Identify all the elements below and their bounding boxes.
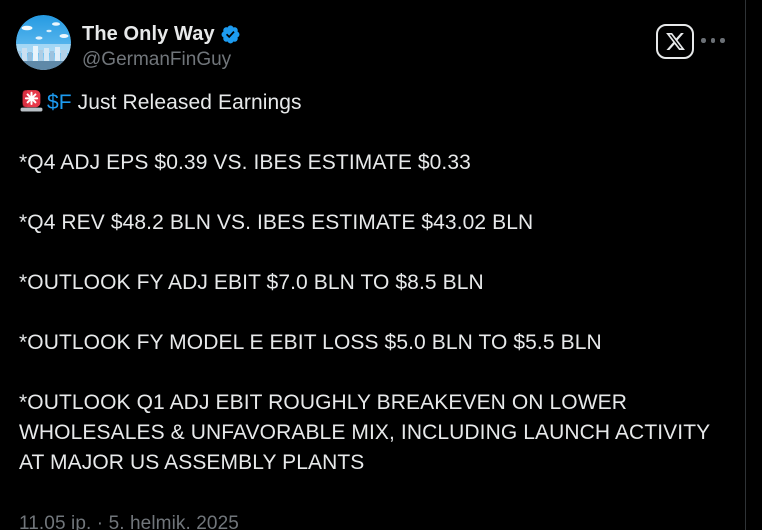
tweet-line: *OUTLOOK FY MODEL E EBIT LOSS $5.0 BLN T…: [19, 331, 602, 354]
tweet-line: *OUTLOOK Q1 ADJ EBIT ROUGHLY BREAKEVEN O…: [19, 391, 710, 474]
tweet-line: *OUTLOOK FY ADJ EBIT $7.0 BLN TO $8.5 BL…: [19, 271, 484, 294]
city-skyline-avatar-image: [16, 15, 71, 70]
x-logo-button[interactable]: [656, 24, 694, 59]
timestamp-link[interactable]: 11.05 ip. · 5. helmik. 2025: [19, 513, 239, 530]
display-name: The Only Way: [82, 23, 215, 45]
tweet-intro-line: $F Just Released Earnings: [19, 88, 725, 118]
ellipsis-more-icon: [710, 38, 715, 43]
ellipsis-more-icon: [720, 38, 725, 43]
intro-text: Just Released Earnings: [77, 91, 302, 114]
more-options-button[interactable]: [699, 36, 727, 45]
ellipsis-more-icon: [701, 38, 706, 43]
tweet-line: *Q4 ADJ EPS $0.39 VS. IBES ESTIMATE $0.3…: [19, 151, 471, 174]
tweet-line: *Q4 REV $48.2 BLN VS. IBES ESTIMATE $43.…: [19, 211, 534, 234]
cashtag-link[interactable]: $F: [47, 91, 72, 114]
police-light-emoji-icon: [20, 90, 43, 112]
user-handle[interactable]: @GermanFinGuy: [82, 49, 232, 70]
avatar[interactable]: [16, 15, 71, 70]
tweet-text: $F Just Released Earnings *Q4 ADJ EPS $0…: [19, 88, 725, 530]
tweet-post: The Only Way @GermanFinGuy: [16, 0, 746, 530]
verified-badge-icon: [221, 25, 240, 44]
x-logo-icon: [665, 32, 685, 51]
display-name-row[interactable]: The Only Way: [82, 23, 241, 46]
